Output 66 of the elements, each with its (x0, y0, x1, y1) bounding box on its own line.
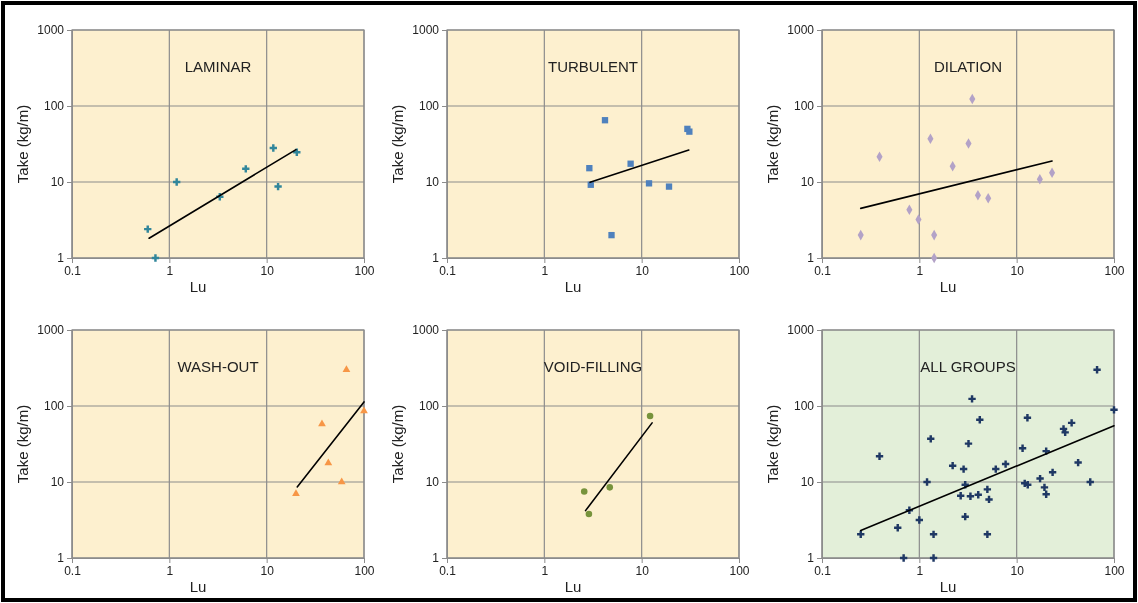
x-tick-label: 0.1 (439, 263, 457, 278)
y-tick-label: 10 (50, 175, 65, 190)
y-tick-label: 1 (432, 251, 440, 266)
x-tick-label: 100 (729, 563, 750, 578)
x-tick-label: 1 (166, 563, 174, 578)
x-axis-title: Lu (939, 578, 957, 595)
y-tick-label: 10 (425, 175, 440, 190)
x-tick-label: 10 (635, 563, 650, 578)
x-tick-label: 10 (1010, 563, 1025, 578)
x-axis-title: Lu (564, 278, 582, 295)
x-tick-label: 1 (541, 263, 549, 278)
x-tick-label: 10 (260, 563, 275, 578)
y-tick-label: 100 (793, 99, 815, 114)
x-tick-label: 100 (1104, 263, 1125, 278)
x-tick-label: 0.1 (64, 263, 82, 278)
y-tick-label: 1 (432, 551, 440, 566)
x-tick-label: 100 (354, 563, 375, 578)
x-tick-label: 1 (166, 263, 174, 278)
y-tick-label: 1000 (37, 23, 65, 38)
y-tick-label: 100 (793, 399, 815, 414)
x-tick-label: 10 (635, 263, 650, 278)
x-axis-title: Lu (939, 278, 957, 295)
text: ALL GROUPS (920, 358, 1016, 375)
x-tick-label: 1 (916, 263, 924, 278)
y-axis-title: Take (kg/m) (389, 404, 406, 484)
y-tick-label: 10 (800, 175, 815, 190)
y-tick-label: 1 (807, 251, 815, 266)
x-tick-label: 1 (916, 563, 924, 578)
y-tick-label: 1 (57, 551, 65, 566)
y-tick-label: 100 (43, 399, 65, 414)
y-tick-label: 1000 (787, 323, 815, 338)
y-tick-label: 10 (800, 475, 815, 490)
y-axis-title: Take (kg/m) (764, 104, 781, 184)
x-axis-title: Lu (189, 578, 207, 595)
y-tick-label: 1000 (412, 323, 440, 338)
y-tick-label: 1 (57, 251, 65, 266)
x-tick-label: 0.1 (439, 563, 457, 578)
y-axis-title: Take (kg/m) (764, 404, 781, 484)
x-tick-label: 100 (354, 263, 375, 278)
text: VOID-FILLING (543, 358, 643, 375)
y-tick-label: 1000 (412, 23, 440, 38)
x-tick-label: 10 (1010, 263, 1025, 278)
y-axis-title: Take (kg/m) (14, 104, 31, 184)
y-tick-label: 100 (43, 99, 65, 114)
x-tick-label: 0.1 (814, 263, 832, 278)
x-tick-label: 100 (1104, 563, 1125, 578)
text: TURBULENT (547, 58, 639, 75)
text: LAMINAR (184, 58, 252, 75)
y-tick-label: 100 (418, 399, 440, 414)
x-tick-label: 10 (260, 263, 275, 278)
y-tick-label: 1000 (787, 23, 815, 38)
x-axis-title: Lu (189, 278, 207, 295)
x-axis-title: Lu (564, 578, 582, 595)
y-tick-label: 10 (425, 475, 440, 490)
y-tick-label: 1 (807, 551, 815, 566)
x-tick-label: 0.1 (64, 563, 82, 578)
y-tick-label: 1000 (37, 323, 65, 338)
y-axis-title: Take (kg/m) (389, 104, 406, 184)
y-tick-label: 100 (418, 99, 440, 114)
text: DILATION (933, 58, 1003, 75)
y-axis-title: Take (kg/m) (14, 404, 31, 484)
x-tick-label: 1 (541, 563, 549, 578)
text: WASH-OUT (177, 358, 259, 375)
x-tick-label: 100 (729, 263, 750, 278)
y-tick-label: 10 (50, 475, 65, 490)
x-tick-label: 0.1 (814, 563, 832, 578)
